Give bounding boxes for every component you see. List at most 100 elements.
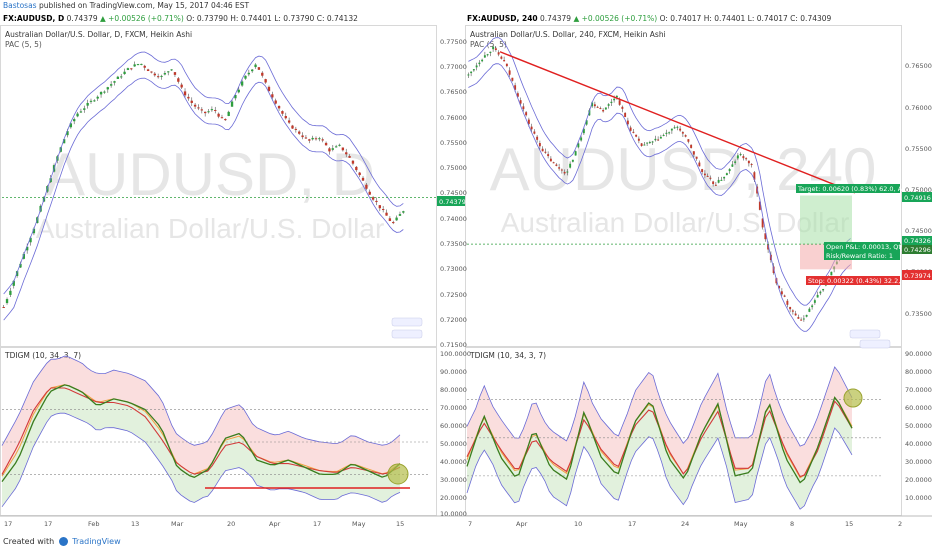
left-candle (29, 237, 32, 243)
left-indicator-title: TDIGM (10, 34, 3, 7) (4, 351, 81, 360)
left-symbol[interactable]: FX:AUDUSD, D (3, 14, 65, 23)
right-candle (684, 135, 687, 137)
left-osc-band-fill-upper (2, 356, 400, 477)
right-candle (494, 48, 497, 50)
left-candle (130, 68, 133, 70)
right-candle (797, 317, 800, 319)
left-candle (133, 64, 136, 67)
right-candle (802, 318, 805, 320)
right-candle (673, 127, 676, 129)
left-candle (173, 72, 177, 75)
left-candle (69, 123, 73, 128)
left-candle (2, 307, 5, 309)
right-x-tick: May (734, 520, 748, 528)
right-candle (516, 93, 519, 97)
right-candle (703, 173, 706, 176)
left-candle (304, 137, 308, 139)
right-y-tick: 0.76500 (905, 62, 932, 70)
left-candle (9, 290, 12, 295)
right-candle (558, 167, 561, 169)
left-price-pane[interactable] (0, 25, 437, 347)
right-osc-axis[interactable]: 90.0000 80.0000 70.0000 60.0000 50.0000 … (905, 350, 932, 502)
left-candle (5, 299, 9, 304)
left-candle (251, 69, 254, 72)
right-candle (481, 59, 484, 62)
footer: Created with TradingView (0, 534, 932, 550)
right-candle (604, 107, 607, 110)
left-candle (73, 119, 76, 122)
left-candle (150, 71, 153, 73)
tradingview-logo-icon (58, 537, 68, 546)
left-osc-tick: 20.0000 (440, 494, 467, 502)
left-candle (375, 200, 378, 203)
right-candle (530, 126, 533, 130)
left-candle (358, 172, 361, 176)
left-x-tick: Feb (88, 520, 100, 528)
left-time-axis[interactable]: 17 17 Feb 13 Mar 20 Apr 17 May 15 (4, 520, 404, 528)
left-candle (308, 139, 311, 141)
right-candle (635, 134, 638, 137)
left-candle (22, 253, 26, 259)
left-price-axis[interactable]: 0.77500 0.77000 0.76500 0.76000 0.75500 … (440, 38, 467, 349)
left-osc-band-lower (1, 412, 401, 508)
right-candle (725, 173, 728, 176)
left-last-price-text: 0.74379 (439, 198, 466, 206)
open-pnl-box[interactable] (824, 242, 900, 260)
right-y-tick: 0.74500 (905, 227, 932, 235)
target-label-box[interactable] (796, 184, 900, 193)
left-candle (247, 72, 251, 75)
left-candle (26, 246, 29, 251)
stop-label-box[interactable] (806, 276, 900, 285)
right-candle (731, 164, 734, 167)
right-candle (791, 310, 794, 312)
left-candle (76, 113, 79, 117)
right-chart-title: Australian Dollar/U.S. Dollar, 240, FXCM… (470, 30, 666, 39)
left-candle (345, 152, 348, 155)
right-candle (687, 139, 690, 142)
left-candle (19, 263, 22, 268)
right-osc-tick: 30.0000 (905, 458, 932, 466)
left-y-tick: 0.75000 (440, 164, 467, 172)
left-osc-signal-line (1, 387, 401, 475)
right-candle (527, 119, 530, 124)
left-osc-axis[interactable]: 100.0000 90.0000 80.0000 70.0000 60.0000… (440, 350, 471, 518)
right-symbol[interactable]: FX:AUDUSD, 240 (467, 14, 538, 23)
risk-reward-label: Risk/Reward Ratio: 1 (826, 252, 893, 260)
right-candle (717, 179, 720, 183)
right-tag-last-text: 0.74326 (904, 237, 931, 245)
left-candle (291, 125, 294, 129)
right-candle (819, 291, 822, 294)
right-candle (467, 74, 470, 76)
right-candle (789, 306, 792, 310)
left-candle (392, 222, 395, 224)
left-candle (284, 116, 287, 119)
right-candle (640, 143, 643, 146)
position-profit-zone (800, 195, 852, 245)
left-candle (348, 156, 351, 158)
left-candle (96, 96, 99, 99)
author-link[interactable]: Bastosas (3, 1, 37, 10)
left-candle (109, 84, 113, 86)
tradingview-link[interactable]: TradingView (72, 537, 121, 546)
left-osc-rsi-line (1, 384, 401, 482)
right-candle (549, 158, 552, 162)
right-candle (780, 291, 783, 295)
left-y-tick: 0.71500 (440, 341, 467, 349)
right-x-tick: 8 (790, 520, 794, 528)
right-osc-tick: 10.0000 (905, 494, 932, 502)
right-tag-entry (902, 245, 932, 254)
right-candle (536, 136, 539, 140)
left-watermark-sub: Australian Dollar/U.S. Dollar (36, 213, 385, 244)
right-candle (483, 55, 486, 58)
left-candle (62, 139, 66, 144)
right-osc-band-upper (466, 366, 853, 447)
right-candle (665, 132, 668, 134)
right-candle (822, 289, 825, 291)
left-candle (395, 217, 398, 221)
right-time-axis[interactable]: 7 Apr 10 17 24 May 8 15 2 (468, 520, 902, 528)
left-watermark: AUDUSD, D (45, 141, 375, 208)
charts-canvas[interactable]: AUDUSD, D Australian Dollar/U.S. Dollar … (0, 0, 932, 532)
left-candle (378, 205, 381, 209)
left-candle (254, 64, 257, 68)
right-candle (816, 294, 819, 298)
